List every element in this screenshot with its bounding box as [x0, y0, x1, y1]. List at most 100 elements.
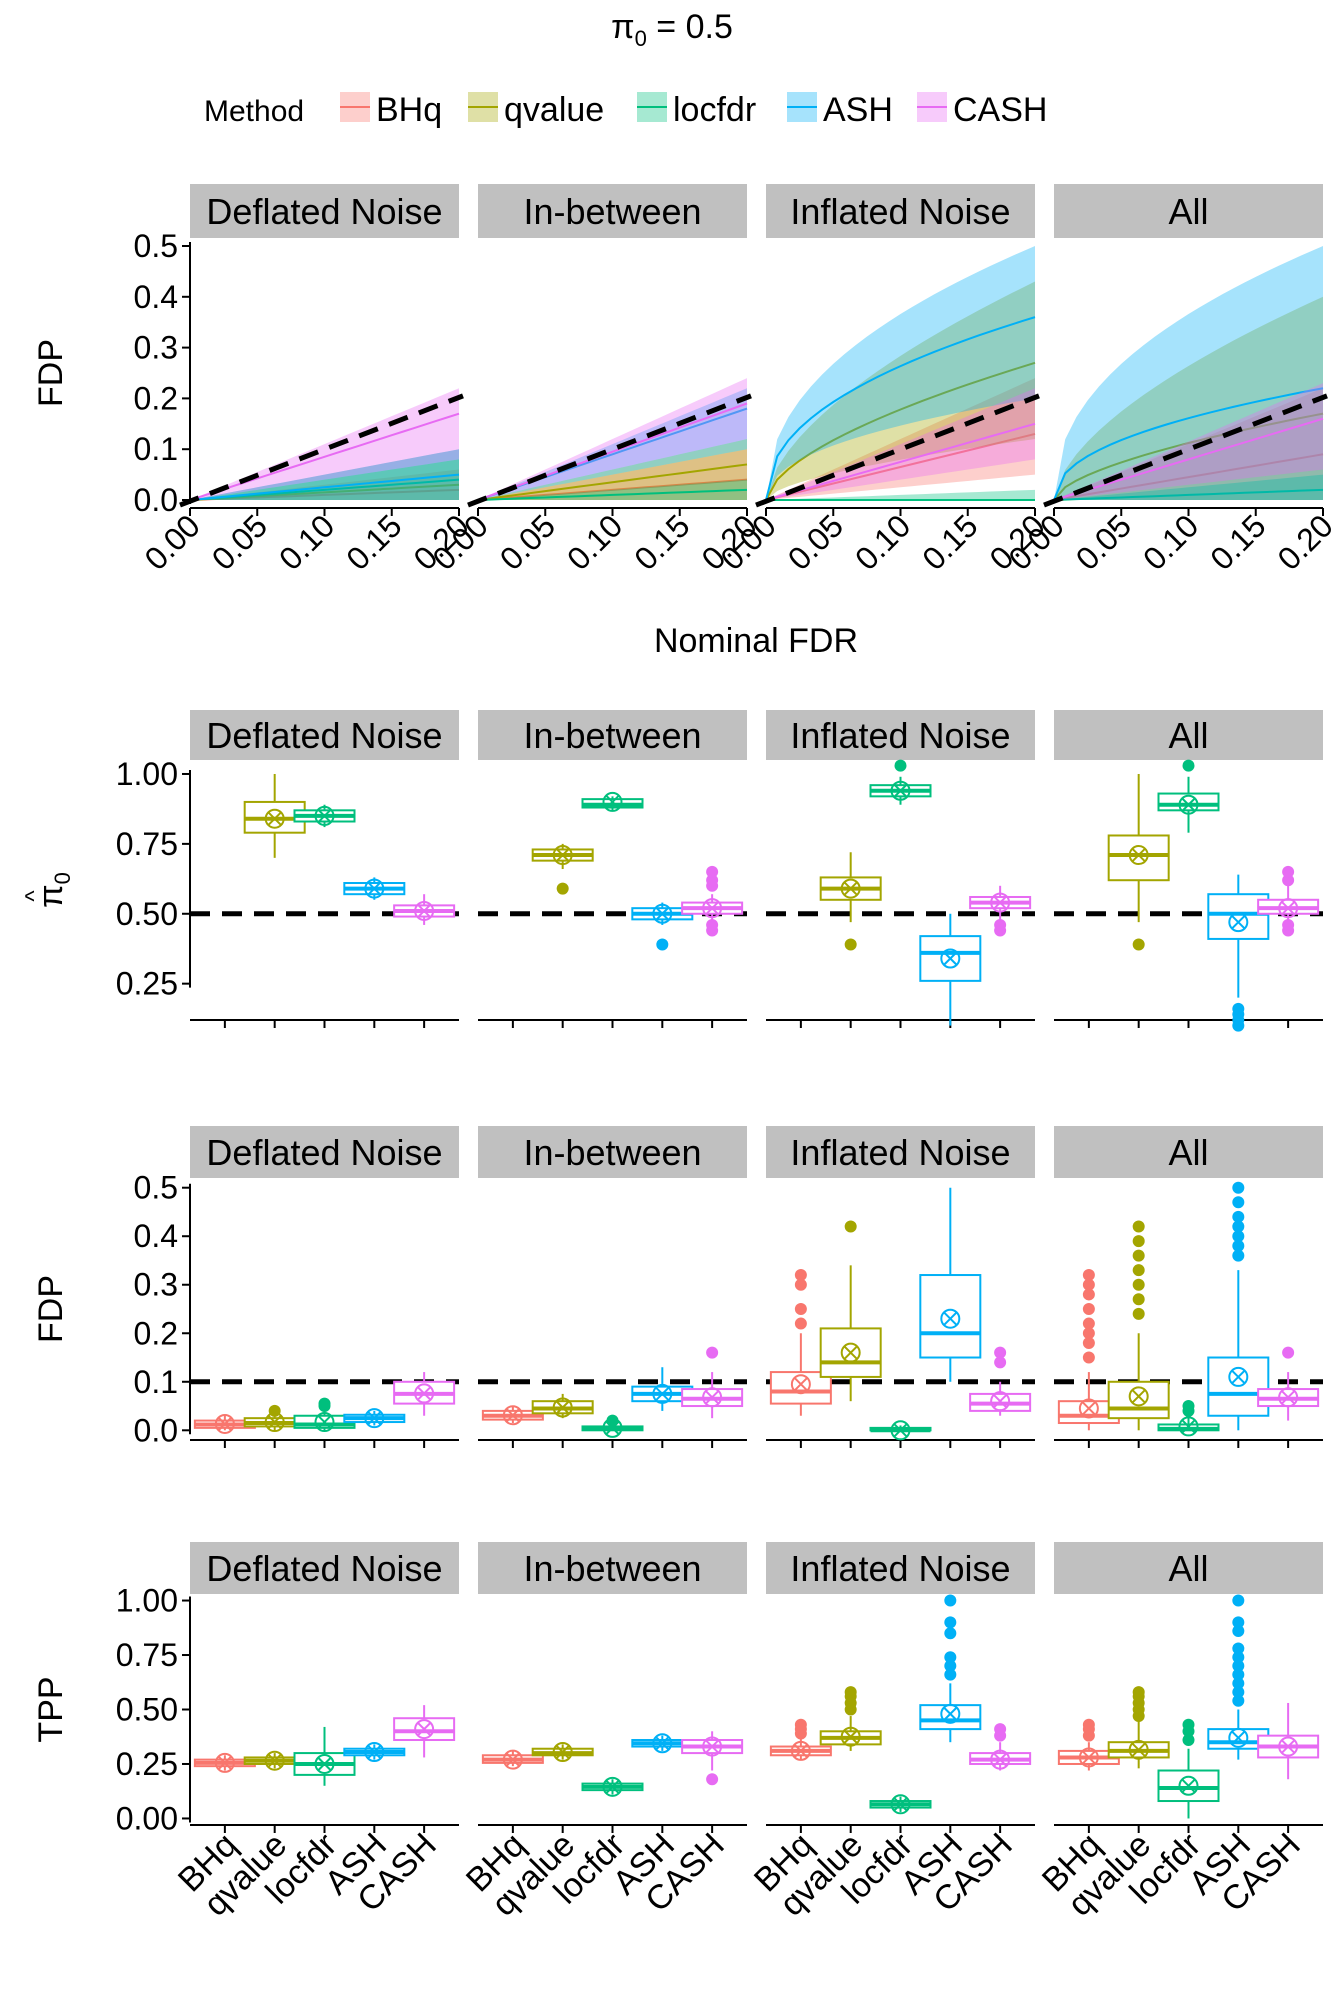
- outlier-point: [1232, 1651, 1245, 1664]
- box-ash: [919, 1594, 982, 1743]
- outlier-point: [1132, 1293, 1145, 1306]
- mean-marker: [552, 1741, 573, 1762]
- box-bhq: [1057, 1269, 1120, 1431]
- mean-cross-b: [1131, 1389, 1146, 1404]
- mean-marker: [702, 1387, 723, 1408]
- box-ash: [631, 1733, 694, 1754]
- mean-marker: [364, 1408, 385, 1429]
- line-qvalue: [477, 463, 748, 501]
- outlier-point: [1082, 1718, 1095, 1731]
- mean-marker: [1078, 1398, 1099, 1419]
- ribbon-ash: [478, 388, 747, 500]
- box-ash: [343, 1408, 406, 1429]
- box-locfdr: [581, 791, 644, 812]
- box-locfdr: [1157, 1400, 1220, 1437]
- mean-marker: [890, 1794, 911, 1815]
- mean-cross-b: [993, 895, 1007, 910]
- outlier-point: [994, 1723, 1007, 1736]
- mean-cross-b: [893, 1797, 908, 1812]
- mean-marker: [364, 878, 385, 899]
- outlier-point: [1232, 1220, 1245, 1233]
- strip-bg-1-1: [478, 710, 747, 760]
- line-locfdr: [1053, 488, 1324, 501]
- line-cash: [189, 412, 460, 501]
- outlier-point: [556, 882, 569, 895]
- y-tick-label-2: 0.1: [134, 1364, 178, 1400]
- outlier-point: [1132, 1686, 1145, 1699]
- mean-cross-b: [1131, 1743, 1146, 1757]
- legend-label-ash: ASH: [823, 91, 893, 129]
- strip-bg-0-2: [766, 184, 1035, 238]
- mean-marker: [602, 1776, 623, 1797]
- mean-cross-b: [655, 907, 670, 921]
- mean-cross-b: [655, 1736, 670, 1750]
- outlier-point: [1232, 1625, 1245, 1638]
- mean-marker: [1228, 912, 1249, 933]
- x-tick-label: 0.15: [1203, 507, 1272, 576]
- outlier-point: [706, 865, 719, 878]
- mean-cross-b: [1231, 1370, 1246, 1384]
- mean-marker: [214, 1752, 235, 1773]
- x-tick-label: 0.05: [493, 507, 562, 576]
- mean-marker: [1278, 898, 1299, 919]
- outlier-point: [1232, 1196, 1245, 1209]
- strip-bg-0-0: [190, 184, 459, 238]
- strip-label-deflated-noise: Deflated Noise: [206, 1132, 442, 1173]
- x-tick-label: 0.15: [915, 507, 984, 576]
- y-axis-title-tpp: TPP: [32, 1676, 70, 1742]
- mean-cross-b: [555, 1400, 570, 1415]
- ribbon-locfdr: [766, 489, 1035, 500]
- outlier-point: [268, 1404, 281, 1417]
- x-tick-label: 0.15: [339, 507, 408, 576]
- outlier-point: [794, 1317, 807, 1330]
- outlier-point: [1232, 1686, 1245, 1699]
- box-locfdr: [293, 804, 356, 828]
- mean-marker: [940, 1308, 961, 1329]
- outlier-point: [994, 1356, 1007, 1369]
- strip-label-in-between: In-between: [523, 715, 701, 756]
- box-qvalue: [819, 852, 882, 951]
- box-body: [1107, 834, 1170, 882]
- mean-cross-b: [843, 1730, 858, 1744]
- ribbon-qvalue: [478, 439, 747, 500]
- reference-diagonal: [179, 393, 464, 508]
- figure-title: π0 = 0.5: [611, 8, 733, 51]
- mean-cross-b: [417, 1386, 431, 1401]
- outlier-point: [894, 759, 907, 772]
- strip-bg-2-2: [766, 1126, 1035, 1178]
- mean-cross-b: [1131, 848, 1146, 862]
- mean-marker: [364, 1741, 385, 1762]
- strip-bg-3-3: [1054, 1542, 1323, 1594]
- ribbon-qvalue: [766, 281, 1035, 500]
- outlier-point: [1282, 918, 1295, 931]
- mean-marker: [1128, 1739, 1149, 1760]
- strip-bg-1-3: [1054, 710, 1323, 760]
- outlier-point: [1082, 1317, 1095, 1330]
- strip-label-deflated-noise: Deflated Noise: [206, 191, 442, 232]
- line-cash: [765, 422, 1036, 501]
- box-cash: [681, 1731, 744, 1786]
- y-tick-label-1: 0.25: [116, 966, 178, 1002]
- reference-diagonal: [755, 393, 1040, 508]
- mean-marker: [264, 808, 285, 829]
- mean-marker: [314, 1412, 335, 1433]
- outlier-point: [994, 918, 1007, 931]
- mean-cross-b: [1082, 1750, 1096, 1765]
- ribbon-cash: [478, 378, 747, 500]
- mean-cross-b: [506, 1408, 520, 1422]
- strip-bg-1-0: [190, 710, 459, 760]
- y-tick-label-1: 0.75: [116, 826, 178, 862]
- strip-label-in-between: In-between: [523, 1132, 701, 1173]
- ribbon-locfdr: [190, 449, 459, 500]
- outlier-point: [944, 1659, 957, 1672]
- ribbon-cash: [190, 388, 459, 500]
- strip-label-deflated-noise: Deflated Noise: [206, 715, 442, 756]
- y-axis-title-fdp-curves: FDP: [32, 339, 70, 407]
- outlier-point: [1282, 874, 1295, 887]
- mean-marker: [1278, 1387, 1299, 1408]
- mean-marker: [1228, 1727, 1249, 1748]
- mean-cross-b: [317, 1757, 332, 1771]
- outlier-point: [1082, 1288, 1095, 1301]
- x-tick-label: 0.10: [272, 507, 341, 576]
